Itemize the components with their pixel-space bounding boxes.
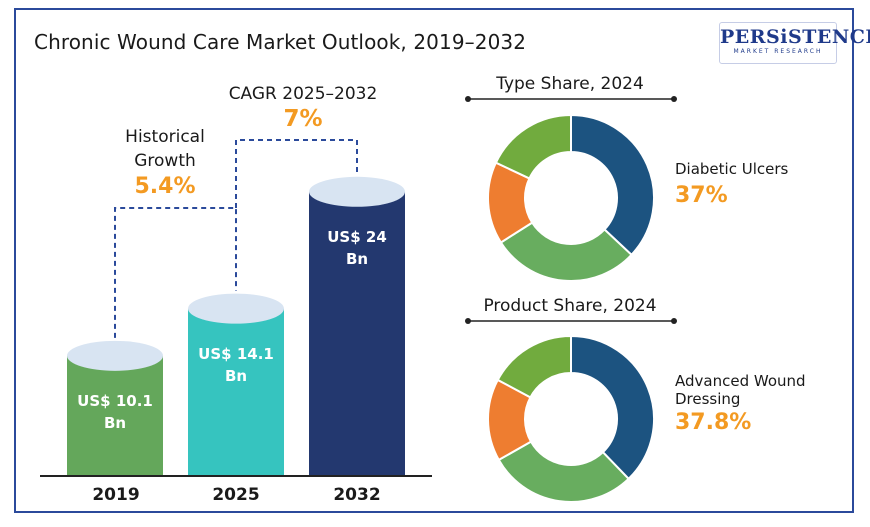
product-share-highlight-value: 37.8% xyxy=(675,410,752,435)
x-tick-2032: 2032 xyxy=(333,485,381,505)
product-share-highlight-label-line1: Advanced Wound xyxy=(675,372,806,390)
historical-growth-label: Historical Growth xyxy=(100,125,230,173)
cagr-connector xyxy=(235,139,358,208)
historical-growth-value: 5.4% xyxy=(134,174,196,199)
type-share-slice-0 xyxy=(570,113,655,257)
product-share-highlight-label-line2: Dressing xyxy=(675,390,741,408)
historical-growth-label-line1: Historical xyxy=(125,127,205,147)
bar-cap-2025 xyxy=(188,293,284,324)
bar-data-label-2025: US$ 14.1 Bn xyxy=(181,343,291,387)
bar-2025 xyxy=(188,308,284,475)
bar-data-label-2019: US$ 10.1 Bn xyxy=(60,390,170,434)
bar-cap-2032 xyxy=(309,176,405,207)
bar-data-label-2019-line2: Bn xyxy=(103,413,127,432)
bar-data-label-2032-line1: US$ 24 xyxy=(327,227,387,246)
historical-growth-connector xyxy=(114,207,237,338)
x-tick-2025: 2025 xyxy=(212,485,260,505)
type-share-highlight-label: Diabetic Ulcers xyxy=(675,160,789,178)
type-share-rule-dot-right xyxy=(671,96,677,102)
product-share-slice-0 xyxy=(570,334,655,481)
bar-data-label-2032: US$ 24 Bn xyxy=(302,226,412,270)
type-share-title: Type Share, 2024 xyxy=(496,74,644,94)
bar-data-label-2019-line1: US$ 10.1 xyxy=(77,391,153,410)
x-tick-2019: 2019 xyxy=(92,485,140,505)
product-share-title: Product Share, 2024 xyxy=(483,296,657,316)
bar-2019 xyxy=(67,355,163,475)
type-share-slice-1 xyxy=(499,221,633,282)
product-share-highlight-label: Advanced Wound Dressing xyxy=(675,372,806,408)
brand-logo: PERSiSTENCE MARKET RESEARCH xyxy=(719,22,870,64)
logo-tagline: MARKET RESEARCH xyxy=(733,48,823,55)
product-share-slice-1 xyxy=(497,440,630,503)
product-share-rule-dot-left xyxy=(465,318,471,324)
type-share-highlight-value: 37% xyxy=(675,183,728,208)
type-share-rule-dot-left xyxy=(465,96,471,102)
cagr-label: CAGR 2025–2032 xyxy=(228,84,378,104)
bar-data-label-2025-line1: US$ 14.1 xyxy=(198,344,274,363)
historical-growth-label-line2: Growth xyxy=(134,151,196,171)
logo-wordmark: PERSiSTENCE xyxy=(720,26,870,48)
chart-title: Chronic Wound Care Market Outlook, 2019–… xyxy=(34,30,527,54)
bar-2032 xyxy=(309,191,405,476)
product-share-slice-3 xyxy=(496,334,572,399)
type-share-slice-3 xyxy=(494,113,572,180)
bar-data-label-2025-line2: Bn xyxy=(224,366,248,385)
bar-cap-2019 xyxy=(67,340,163,371)
product-share-rule-dot-right xyxy=(671,318,677,324)
cagr-value: 7% xyxy=(283,106,323,132)
bar-data-label-2032-line2: Bn xyxy=(345,249,369,268)
